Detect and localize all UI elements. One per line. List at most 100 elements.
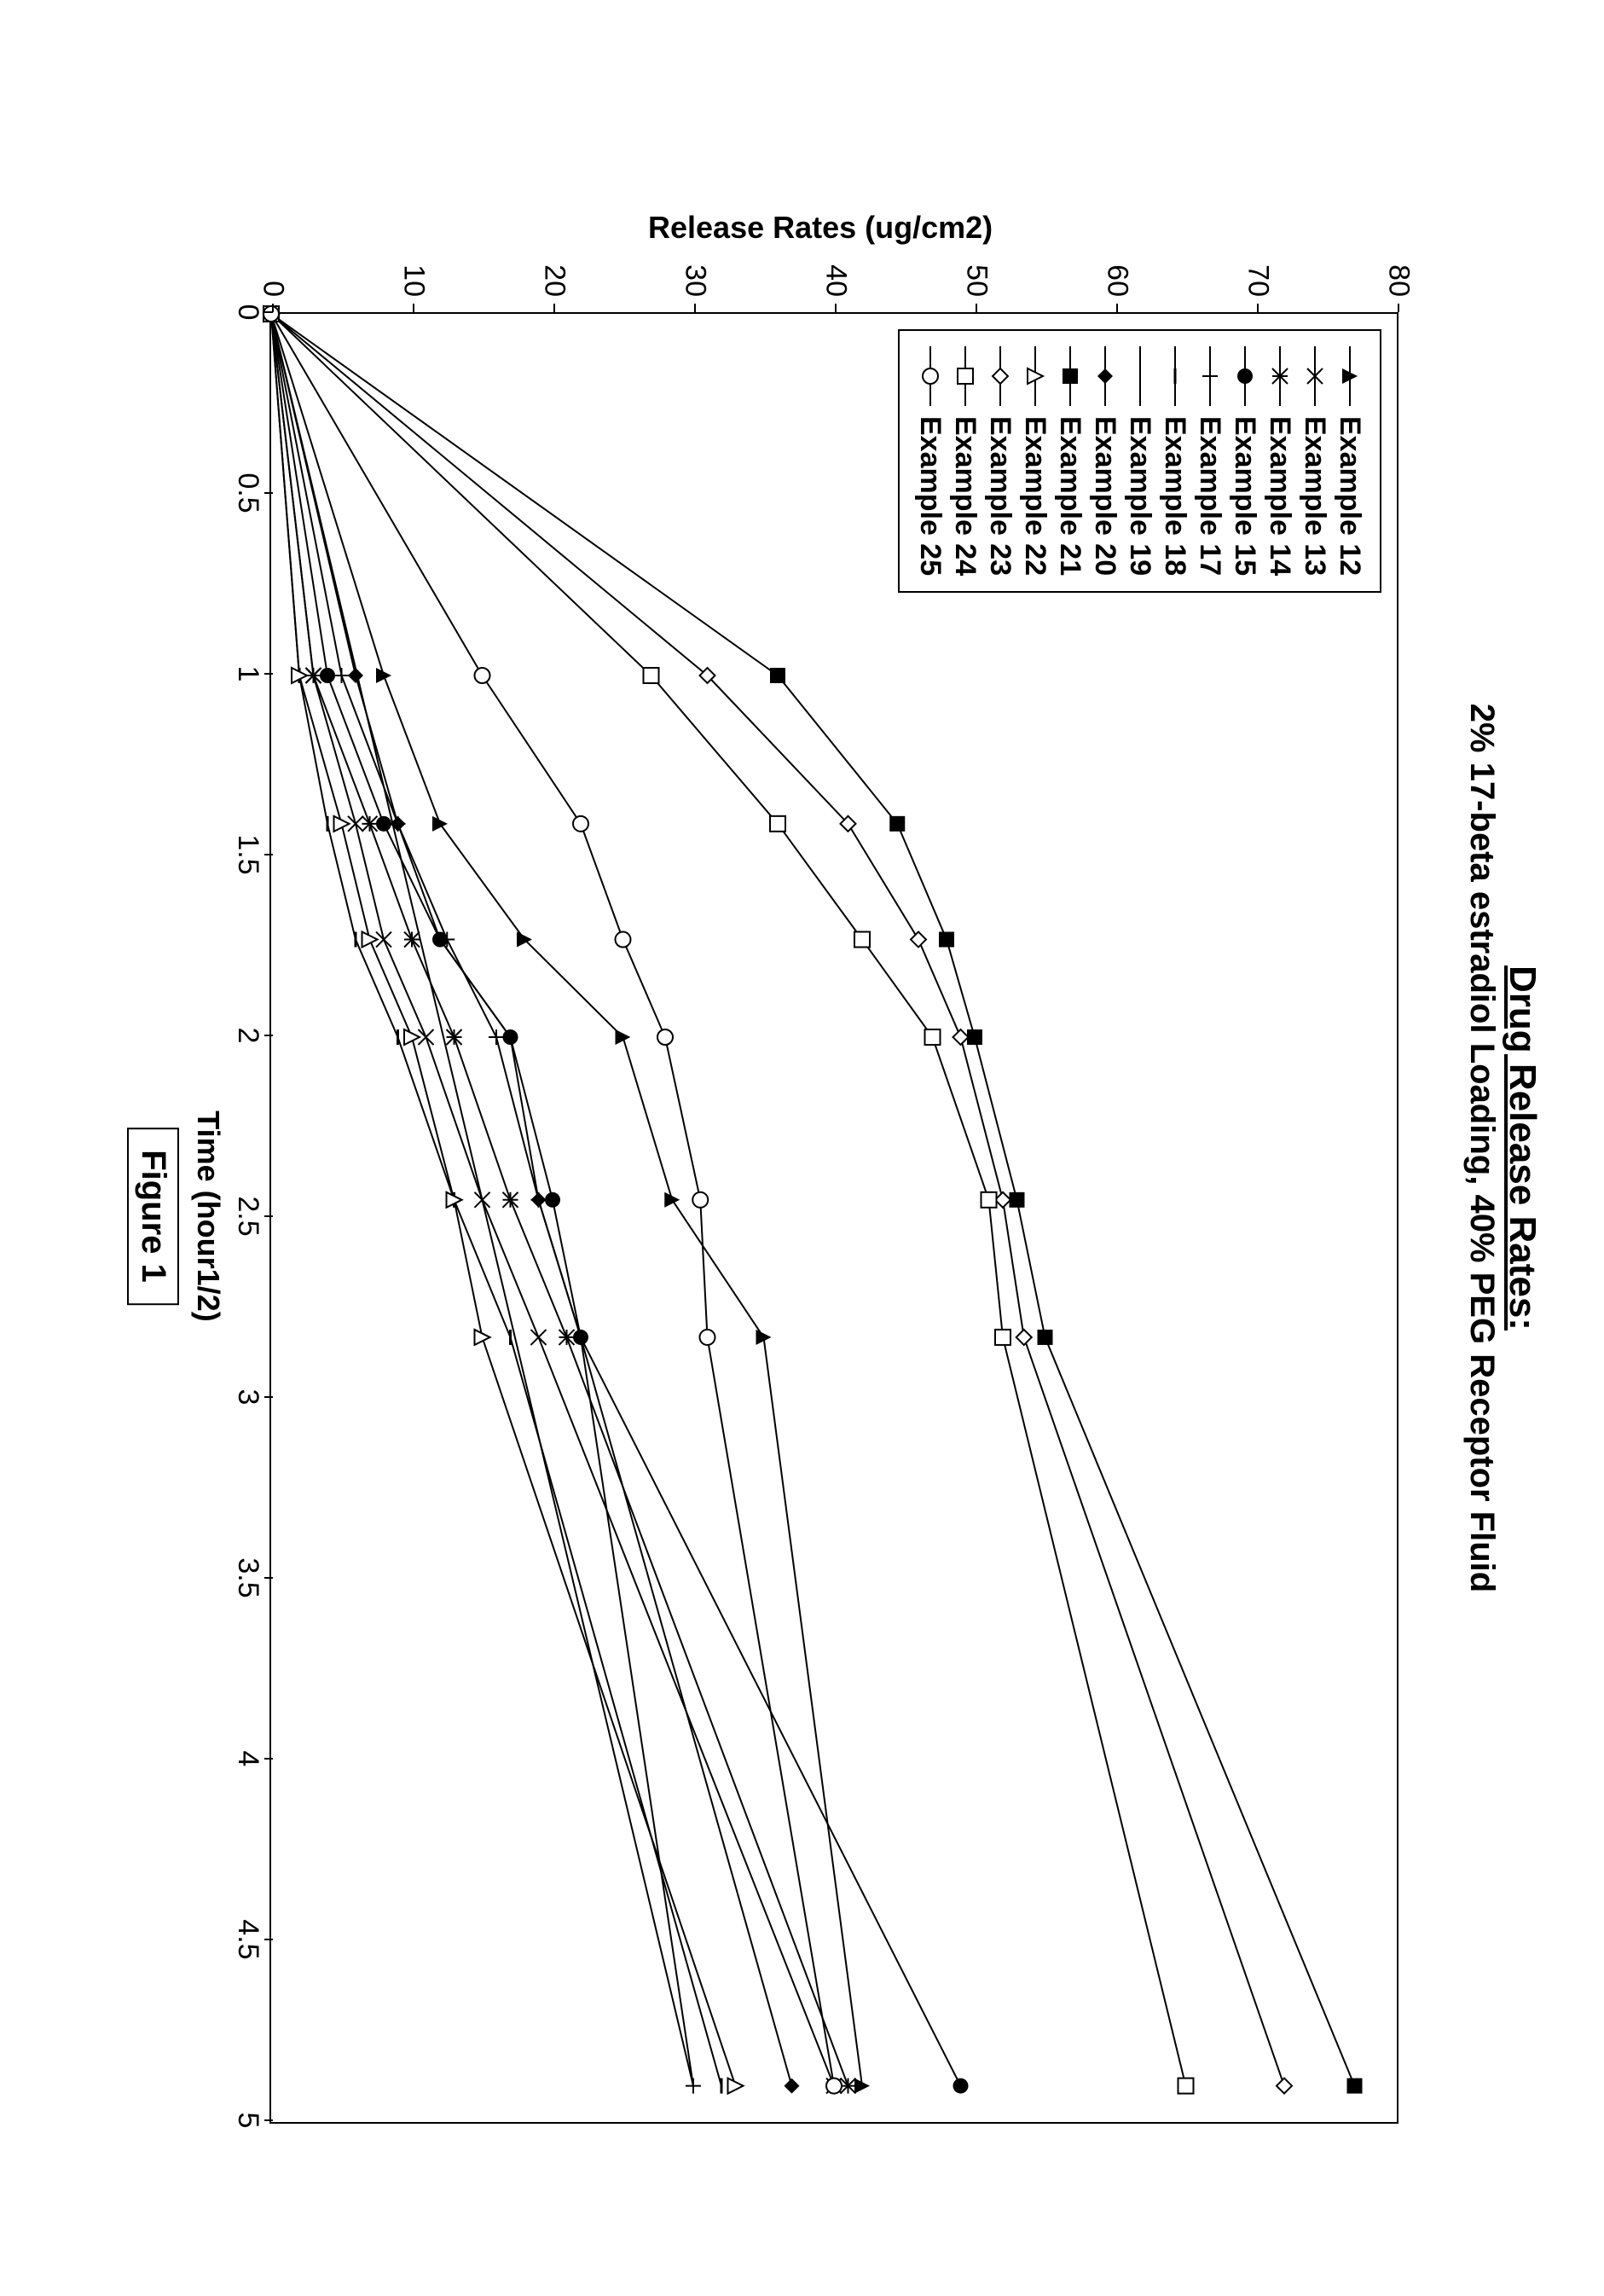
chart-title-block: Drug Release Rates: 2% 17-beta estradiol…: [1463, 125, 1544, 2171]
series-marker-ex17: [489, 1029, 505, 1045]
y-axis-label: Release Rates (ug/cm2): [649, 210, 993, 246]
legend-item-ex17: Example 17: [1194, 346, 1227, 576]
legend-item-ex20: Example 20: [1089, 346, 1122, 576]
legend-swatch: [1200, 346, 1220, 406]
y-tick-label: 60: [1101, 264, 1134, 297]
legend-item-ex21: Example 21: [1054, 346, 1087, 576]
y-tick-label: 70: [1242, 264, 1275, 297]
series-marker-ex21: [890, 816, 906, 832]
legend-item-ex13: Example 13: [1299, 346, 1332, 576]
series-marker-ex12: [616, 1029, 631, 1045]
legend-swatch: [1025, 346, 1045, 406]
legend-swatch: [920, 346, 941, 406]
series-marker-ex25: [700, 1330, 715, 1345]
series-marker-ex20: [391, 816, 406, 832]
x-tick-label: 1: [232, 666, 265, 682]
legend-item-ex23: Example 23: [984, 346, 1017, 576]
legend-swatch: [1235, 346, 1255, 406]
legend-item-ex24: Example 24: [949, 346, 982, 576]
legend-item-ex15: Example 15: [1229, 346, 1262, 576]
x-tick-label: 1.5: [232, 834, 265, 874]
series-marker-ex20: [785, 2079, 800, 2094]
series-line-ex19: [272, 314, 694, 2086]
series-marker-ex23: [912, 932, 927, 948]
legend-item-ex14: Example 14: [1264, 346, 1297, 576]
legend-label: Example 20: [1089, 416, 1122, 576]
y-tick-label: 0: [257, 281, 290, 297]
legend-label: Example 18: [1159, 416, 1192, 576]
legend-swatch: [1060, 346, 1080, 406]
chart-rotated-container: Drug Release Rates: 2% 17-beta estradiol…: [17, 17, 1604, 2279]
series-marker-ex15: [546, 1192, 561, 1208]
series-marker-ex25: [475, 668, 490, 683]
series-marker-ex22: [728, 2079, 744, 2094]
series-marker-ex12: [433, 816, 449, 832]
legend-label: Example 15: [1229, 416, 1262, 576]
series-marker-ex25: [827, 2079, 843, 2094]
legend-swatch: [1165, 346, 1185, 406]
series-marker-ex21: [771, 668, 786, 683]
legend-label: Example 21: [1054, 416, 1087, 576]
series-marker-ex23: [1016, 1330, 1032, 1345]
legend-swatch: [1095, 346, 1115, 406]
y-tick-label: 30: [679, 264, 712, 297]
legend-item-ex22: Example 22: [1019, 346, 1052, 576]
series-marker-ex24: [855, 932, 871, 948]
legend-label: Example 12: [1334, 416, 1367, 576]
series-marker-ex22: [334, 816, 350, 832]
y-tick-label: 80: [1382, 264, 1416, 297]
series-marker-ex14: [841, 2079, 856, 2094]
series-marker-ex14: [362, 816, 378, 832]
series-marker-ex17: [334, 668, 350, 683]
legend-item-ex25: Example 25: [914, 346, 947, 576]
x-tick-label: 3: [232, 1389, 265, 1406]
series-marker-ex25: [658, 1029, 674, 1045]
series-marker-ex14: [503, 1192, 518, 1208]
series-marker-ex15: [377, 816, 392, 832]
series-marker-ex14: [559, 1330, 575, 1345]
series-marker-ex25: [616, 932, 631, 948]
series-marker-ex22: [362, 932, 378, 948]
series-marker-ex24: [925, 1029, 941, 1045]
series-marker-ex24: [644, 668, 659, 683]
series-marker-ex24: [1178, 2079, 1194, 2094]
series-marker-ex25: [264, 306, 280, 322]
series-marker-ex20: [531, 1192, 547, 1208]
legend-item-ex18: Example 18: [1159, 346, 1192, 576]
series-marker-ex22: [475, 1330, 490, 1345]
series-marker-ex21: [1347, 2079, 1363, 2094]
series-marker-ex15: [321, 668, 336, 683]
page: Drug Release Rates: 2% 17-beta estradiol…: [17, 17, 1604, 2279]
series-marker-ex14: [447, 1029, 462, 1045]
series-marker-ex22: [405, 1029, 420, 1045]
series-marker-ex20: [349, 668, 364, 683]
legend-swatch: [990, 346, 1010, 406]
series-marker-ex23: [996, 1192, 1011, 1208]
legend: Example 12Example 13Example 14Example 15…: [899, 329, 1382, 593]
legend-label: Example 17: [1194, 416, 1227, 576]
series-marker-ex24: [996, 1330, 1011, 1345]
series-marker-ex23: [1277, 2079, 1293, 2094]
legend-label: Example 23: [984, 416, 1017, 576]
legend-swatch: [1340, 346, 1360, 406]
x-tick-label: 5: [232, 2113, 265, 2129]
legend-swatch: [1270, 346, 1290, 406]
x-tick-label: 3.5: [232, 1557, 265, 1597]
series-marker-ex21: [940, 932, 955, 948]
legend-label: Example 19: [1124, 416, 1157, 576]
series-line-ex15: [272, 314, 962, 2086]
legend-swatch: [955, 346, 976, 406]
series-marker-ex13: [531, 1330, 547, 1345]
series-marker-ex14: [405, 932, 420, 948]
legend-label: Example 24: [949, 416, 982, 576]
chart-title: Drug Release Rates:: [1502, 125, 1544, 2171]
chart: Drug Release Rates: 2% 17-beta estradiol…: [95, 125, 1544, 2171]
series-marker-ex24: [771, 816, 786, 832]
legend-label: Example 14: [1264, 416, 1297, 576]
series-marker-ex15: [953, 2079, 969, 2094]
series-marker-ex12: [665, 1192, 680, 1208]
series-marker-ex21: [1038, 1330, 1053, 1345]
x-tick-label: 2: [232, 1028, 265, 1044]
x-tick-label: 0: [232, 304, 265, 321]
legend-label: Example 22: [1019, 416, 1052, 576]
